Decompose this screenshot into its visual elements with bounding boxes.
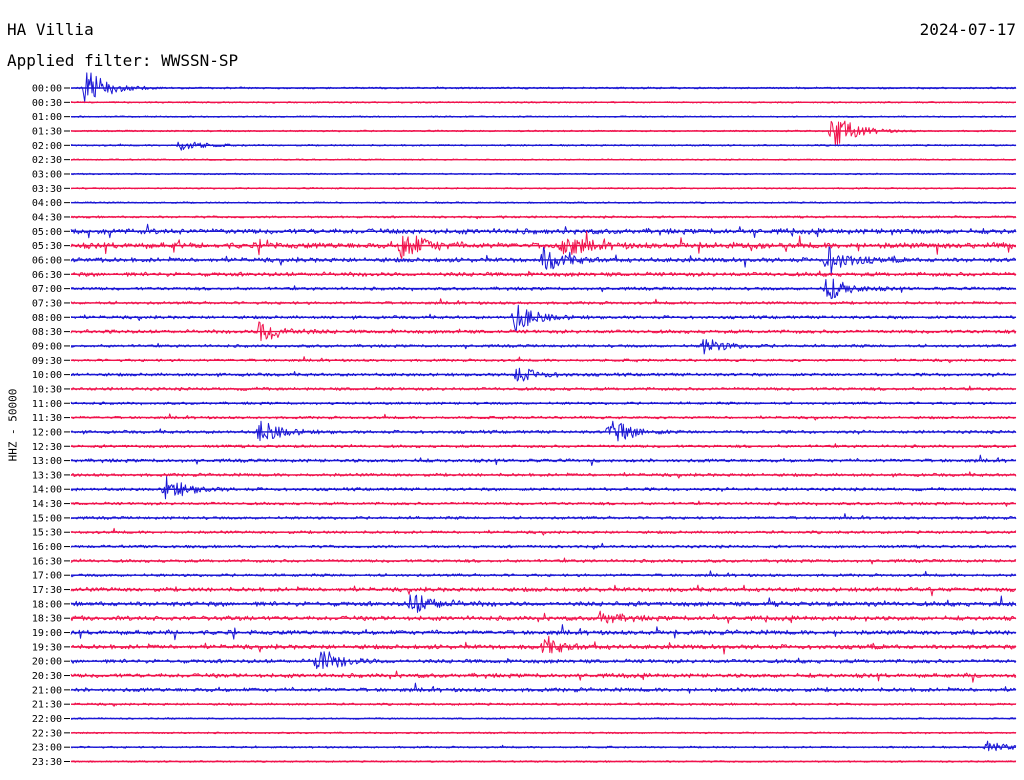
time-tick-1200: 12:00	[32, 427, 62, 438]
trace-2030	[70, 670, 1017, 683]
trace-1200	[70, 420, 1017, 442]
time-tick-1530: 15:30	[32, 528, 62, 539]
trace-1300	[70, 454, 1017, 466]
time-tick-0800: 08:00	[32, 313, 62, 324]
trace-1930	[70, 635, 1017, 655]
trace-1730	[70, 584, 1017, 597]
time-tick-2000: 20:00	[32, 657, 62, 668]
time-tick-1100: 11:00	[32, 399, 62, 410]
time-tick-0430: 04:30	[32, 212, 62, 223]
trace-1830	[70, 610, 1017, 624]
time-tick-1730: 17:30	[32, 585, 62, 596]
time-tick-1830: 18:30	[32, 614, 62, 625]
time-tick-0100: 01:00	[32, 112, 62, 123]
time-tick-2130: 21:30	[32, 700, 62, 711]
trace-0600	[70, 246, 1017, 275]
time-tick-1930: 19:30	[32, 642, 62, 653]
time-tick-1630: 16:30	[32, 556, 62, 567]
time-tick-1000: 10:00	[32, 370, 62, 381]
time-tick-0230: 02:30	[32, 155, 62, 166]
trace-1400	[70, 476, 1017, 500]
trace-0130	[70, 120, 1017, 146]
time-tick-1330: 13:30	[32, 470, 62, 481]
time-tick-0000: 00:00	[32, 84, 62, 95]
time-tick-0830: 08:30	[32, 327, 62, 338]
time-tick-1800: 18:00	[32, 599, 62, 610]
time-tick-0500: 05:00	[32, 227, 62, 238]
time-tick-0030: 00:30	[32, 98, 62, 109]
time-tick-1230: 12:30	[32, 442, 62, 453]
trace-0200	[70, 141, 1017, 151]
trace-1530	[70, 527, 1017, 536]
time-tick-1900: 19:00	[32, 628, 62, 639]
time-tick-0630: 06:30	[32, 270, 62, 281]
trace-1500	[70, 513, 1017, 520]
trace-2300	[70, 740, 1017, 752]
time-tick-2030: 20:30	[32, 671, 62, 682]
time-tick-0300: 03:00	[32, 169, 62, 180]
time-tick-1700: 17:00	[32, 571, 62, 582]
trace-2000	[70, 651, 1017, 670]
time-tick-2100: 21:00	[32, 685, 62, 696]
station-title: HA Villia	[7, 20, 94, 39]
time-tick-2300: 23:00	[32, 743, 62, 754]
filter-label: Applied filter: WWSSN-SP	[7, 51, 239, 70]
time-tick-1130: 11:30	[32, 413, 62, 424]
time-tick-0900: 09:00	[32, 341, 62, 352]
time-tick-0400: 04:00	[32, 198, 62, 209]
time-tick-2230: 22:30	[32, 728, 62, 739]
time-tick-0200: 02:00	[32, 141, 62, 152]
time-tick-0930: 09:30	[32, 356, 62, 367]
time-tick-0130: 01:30	[32, 126, 62, 137]
trace-2100	[70, 682, 1017, 694]
time-tick-0330: 03:30	[32, 184, 62, 195]
time-tick-1430: 14:30	[32, 499, 62, 510]
time-tick-0530: 05:30	[32, 241, 62, 252]
time-tick-labels: 00:00 00:30 01:00 01:30 02:00 02:30 03:00 03:30…	[32, 84, 70, 768]
time-tick-1600: 16:00	[32, 542, 62, 553]
time-tick-0730: 07:30	[32, 298, 62, 309]
trace-0800	[70, 304, 1017, 332]
time-tick-2330: 23:30	[32, 757, 62, 768]
time-tick-0700: 07:00	[32, 284, 62, 295]
trace-lines	[70, 72, 1017, 763]
time-tick-2200: 22:00	[32, 714, 62, 725]
trace-0000	[70, 72, 1017, 102]
time-tick-1300: 13:00	[32, 456, 62, 467]
time-tick-1400: 14:00	[32, 485, 62, 496]
time-tick-0600: 06:00	[32, 255, 62, 266]
date-label: 2024-07-17	[919, 20, 1016, 39]
trace-0830	[70, 321, 1017, 342]
trace-0900	[70, 339, 1017, 355]
time-tick-1500: 15:00	[32, 513, 62, 524]
time-tick-1030: 10:30	[32, 384, 62, 395]
